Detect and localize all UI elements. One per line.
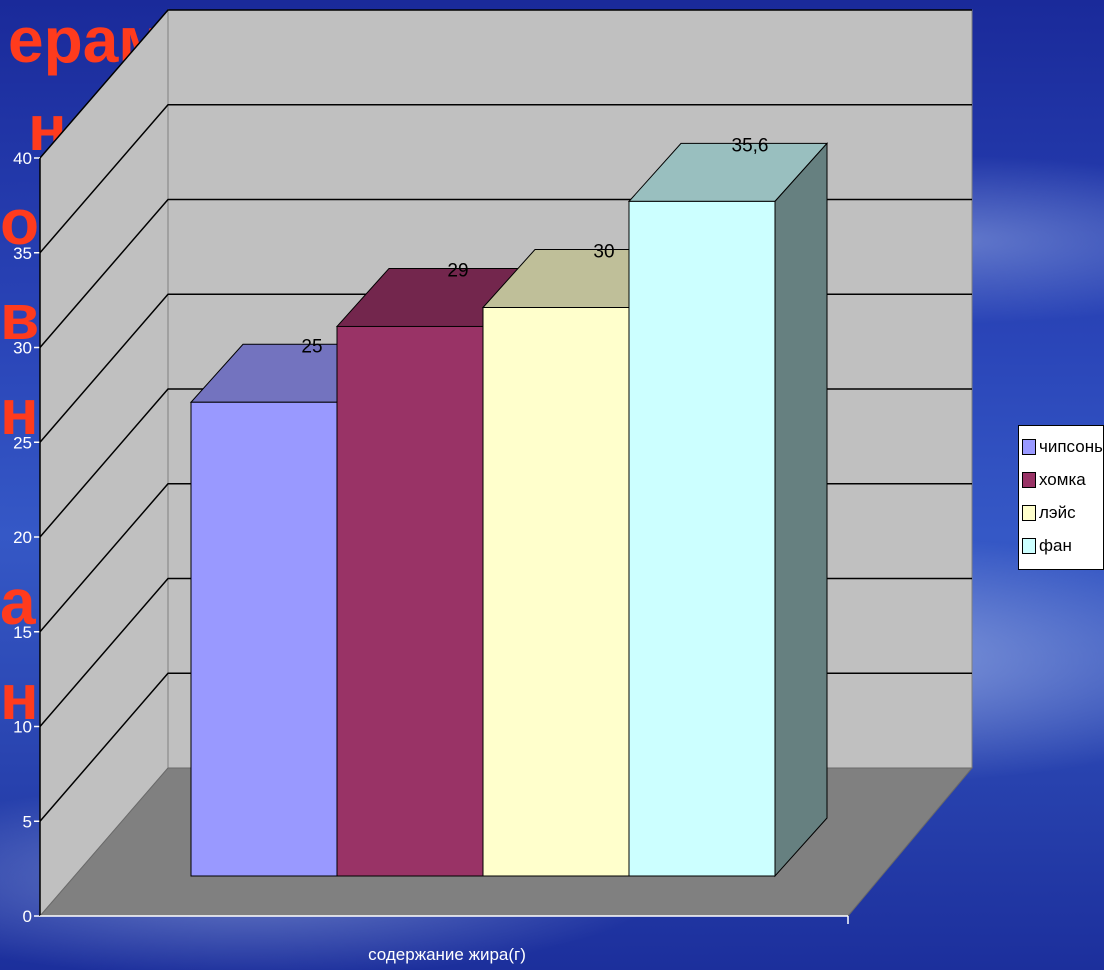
data-label: 30	[593, 242, 614, 263]
legend-swatch	[1022, 438, 1036, 455]
legend-label: хомка	[1039, 469, 1086, 489]
legend-item: фан	[1022, 529, 1103, 562]
bar-front-face	[190, 401, 338, 877]
legend-label: лэйс	[1039, 502, 1076, 522]
y-tick-label: 30	[13, 339, 32, 358]
y-tick-label: 15	[13, 623, 32, 642]
chart-bars	[189, 142, 829, 878]
legend-item: хомка	[1022, 463, 1103, 496]
bar-1	[189, 343, 391, 877]
bar-front-face	[628, 200, 776, 877]
y-tick-label: 40	[13, 149, 32, 168]
background-text-line: о	[0, 186, 40, 258]
bar-4	[627, 142, 829, 878]
y-tick-label: 5	[23, 812, 32, 831]
y-tick-label: 35	[13, 244, 32, 263]
bar-front-face	[336, 325, 484, 877]
y-tick-label: 20	[13, 528, 32, 547]
legend-swatch	[1022, 471, 1036, 488]
bar-front-face	[482, 307, 630, 877]
x-axis-label: содержание жира(г)	[368, 945, 526, 964]
legend-label: фан	[1039, 535, 1072, 555]
data-label: 25	[301, 336, 322, 357]
background-text-line: н	[0, 376, 39, 448]
y-axis: 0 5 10 15 20 25 30 35 40	[13, 149, 849, 926]
bar-side-face	[774, 142, 828, 878]
data-label: 29	[447, 260, 468, 281]
gridline	[39, 9, 972, 159]
legend-label: чипсоны	[1039, 436, 1104, 456]
chart-data-labels: 25 29 30 35,6	[301, 135, 768, 357]
legend-item: чипсоны	[1022, 430, 1104, 463]
y-tick-label: 0	[23, 907, 32, 926]
data-label: 35,6	[732, 135, 769, 156]
chart-legend: чипсоны хомка лэйс фан	[1018, 425, 1104, 570]
y-tick-label: 25	[13, 433, 32, 452]
legend-swatch	[1022, 504, 1036, 521]
legend-swatch	[1022, 537, 1036, 554]
legend-item: лэйс	[1022, 496, 1103, 529]
y-tick-label: 10	[13, 718, 32, 737]
gridline	[39, 104, 972, 254]
